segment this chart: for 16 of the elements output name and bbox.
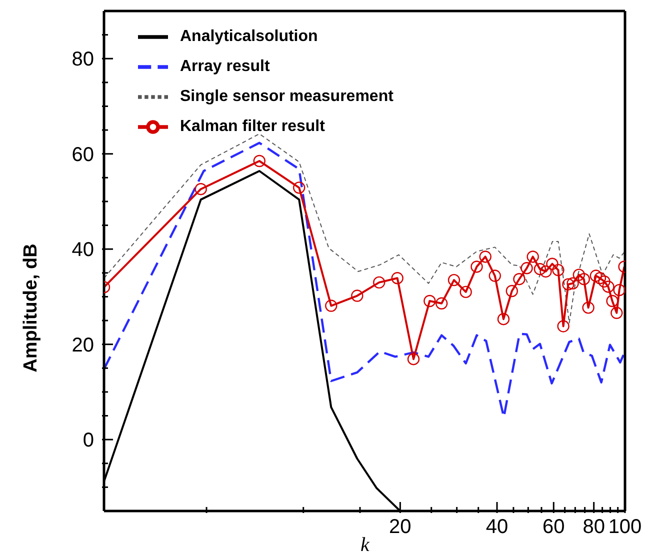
legend-label: Analyticalsolution [180,28,318,45]
legend-label: Kalman filter result [180,118,325,135]
y-axis-title: Amplitude, dB [20,244,42,372]
x-tick-label: 60 [542,516,565,538]
y-tick-label: 40 [72,239,94,262]
x-tick-label: 80 [582,516,605,538]
legend-label: Array result [180,58,270,75]
y-tick-label: 60 [72,144,94,166]
x-tick-label: 100 [608,516,642,538]
y-tick-label: 80 [72,48,94,71]
y-tick-label: 20 [72,334,94,356]
x-tick-label: 40 [486,516,508,538]
legend-label: Single sensor measurement [180,88,394,105]
x-axis-title: k [360,534,370,553]
x-tick-label: 20 [389,516,412,538]
y-tick-label: 0 [82,430,94,452]
